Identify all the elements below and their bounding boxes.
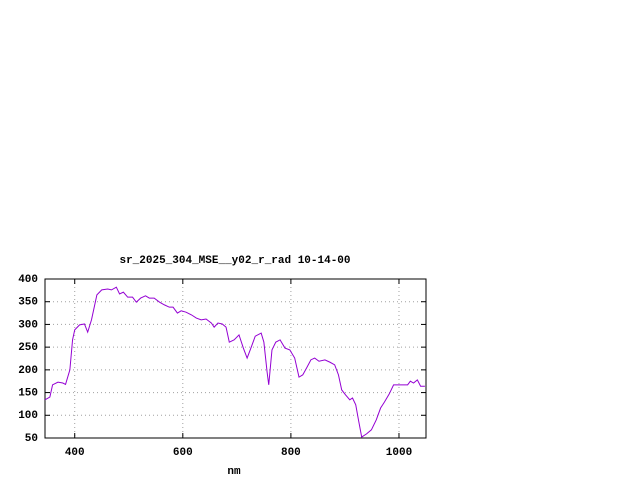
chart-title: sr_2025_304_MSE__y02_r_rad 10-14-00 [119,255,350,267]
y-tick-label: 150 [18,387,38,399]
plot-border [44,278,427,439]
y-tick-label: 250 [18,342,38,354]
x-tick-label: 600 [173,447,193,459]
x-tick-label: 1000 [386,447,412,459]
y-tick-label: 50 [25,433,38,445]
y-tick-label: 400 [18,274,38,286]
y-tick-label: 200 [18,365,38,377]
y-tick-label: 350 [18,297,38,309]
y-tick-label: 100 [18,410,38,422]
x-tick-label: 800 [281,447,301,459]
data-line [44,286,425,438]
x-tick-label: 400 [65,447,85,459]
x-axis-label: nm [227,466,241,478]
y-tick-label: 300 [18,319,38,331]
